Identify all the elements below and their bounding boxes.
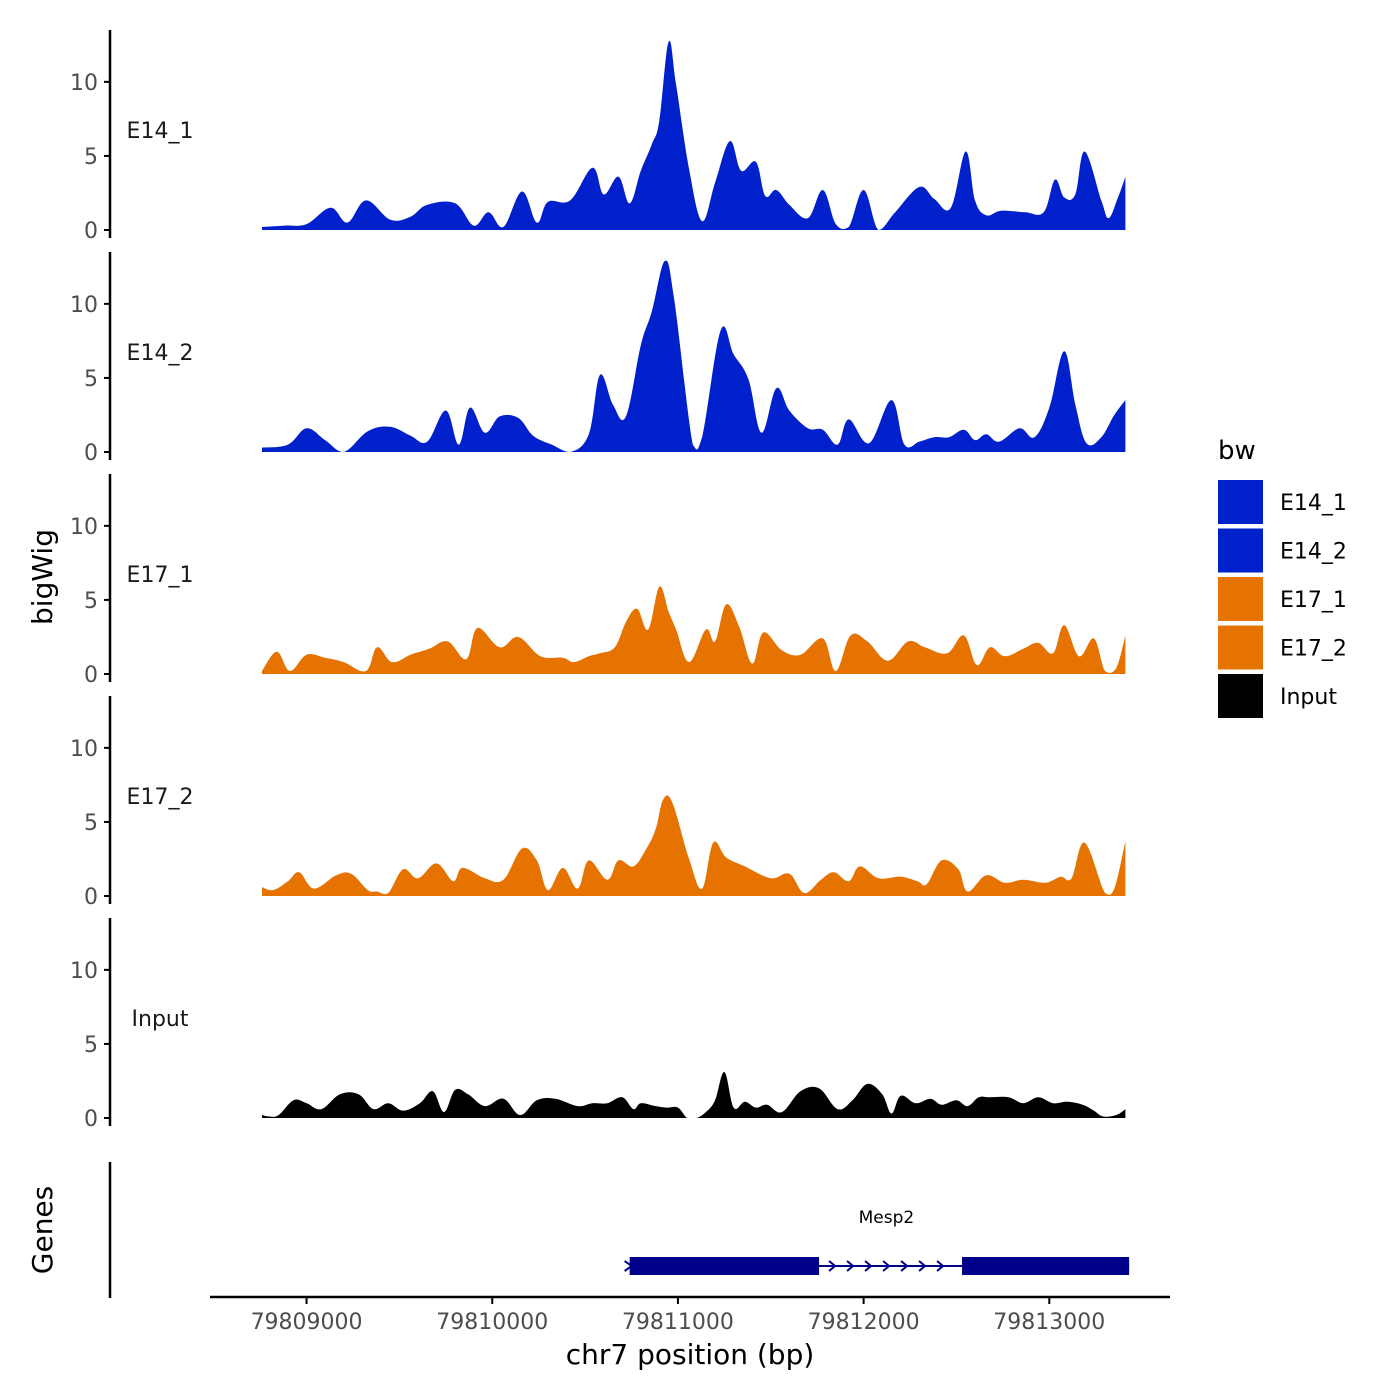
tracks-layer: 0 5 10 E14_1 0 5 10 E14_2 0 5 10 E17_1 0 5 10 E17_2 0 5 10… [70, 30, 1126, 1132]
legend-label: E14_2 [1280, 540, 1347, 565]
legend-swatch-input [1218, 674, 1263, 718]
legend-swatch-e14_1 [1218, 480, 1263, 524]
signal-area-e17_2 [262, 795, 1126, 896]
signal-area-e14_1 [262, 40, 1126, 231]
strand-chevron [846, 1260, 855, 1272]
x-tick-label: 79811000 [622, 1310, 734, 1335]
track-label: E14_1 [127, 119, 194, 144]
y-tick-label: 10 [70, 293, 98, 318]
x-tick-label: 79813000 [993, 1310, 1105, 1335]
track-label: E17_2 [127, 785, 194, 810]
track-panel-e14_2: 0 5 10 E14_2 [70, 252, 1126, 466]
legend-swatch-e14_2 [1218, 528, 1263, 573]
track-panel-e17_1: 0 5 10 E17_1 [70, 474, 1126, 688]
signal-area-input [262, 1072, 1126, 1118]
y-tick-label: 0 [84, 219, 98, 244]
strand-chevron [918, 1260, 927, 1272]
gene-exon [962, 1257, 1130, 1275]
y-tick-label: 0 [84, 441, 98, 466]
y-tick-label: 5 [84, 589, 98, 614]
y-tick-label: 5 [84, 145, 98, 170]
legend-label: E17_1 [1280, 588, 1347, 613]
track-label: E17_1 [127, 563, 194, 588]
track-panel-e14_1: 0 5 10 E14_1 [70, 30, 1126, 244]
y-tick-label: 0 [84, 663, 98, 688]
y-axis-title: bigWig [26, 529, 59, 625]
x-axis-title: chr7 position (bp) [566, 1338, 815, 1371]
y-tick-label: 5 [84, 811, 98, 836]
genes-track-label: Genes [26, 1186, 59, 1274]
track-label: Input [132, 1007, 189, 1032]
gene-exon [629, 1257, 820, 1275]
track-panel-input: 0 5 10 Input [70, 918, 1126, 1132]
legend-swatch-e17_1 [1218, 577, 1263, 621]
track-panel-e17_2: 0 5 10 E17_2 [70, 696, 1126, 910]
y-tick-label: 10 [70, 959, 98, 984]
strand-chevron [882, 1260, 891, 1272]
x-tick-label: 79809000 [251, 1310, 363, 1335]
y-tick-label: 0 [84, 885, 98, 910]
x-tick-label: 79812000 [808, 1310, 920, 1335]
y-tick-label: 10 [70, 515, 98, 540]
gene-name-label: Mesp2 [859, 1208, 915, 1228]
y-tick-label: 5 [84, 1033, 98, 1058]
genes-track: Genes Mesp2 [26, 1162, 1130, 1298]
y-tick-label: 10 [70, 737, 98, 762]
y-tick-label: 10 [70, 71, 98, 96]
strand-chevron [864, 1260, 873, 1272]
x-axis: 79809000 79810000 79811000 79812000 79813000 [210, 1295, 1170, 1335]
legend-label: E17_2 [1280, 637, 1347, 662]
track-label: E14_2 [127, 341, 194, 366]
legend-label: Input [1280, 685, 1337, 710]
gene-start-mark [624, 1260, 634, 1272]
y-tick-label: 0 [84, 1107, 98, 1132]
legend-label: E14_1 [1280, 491, 1347, 516]
strand-chevron [828, 1260, 837, 1272]
signal-area-e14_2 [262, 260, 1126, 452]
strand-chevron [936, 1260, 945, 1272]
strand-chevron [900, 1260, 909, 1272]
legend: bw E14_1 E14_2 E17_1 E17_2 Input [1218, 436, 1347, 718]
legend-swatch-e17_2 [1218, 625, 1263, 670]
x-tick-label: 79810000 [436, 1310, 548, 1335]
legend-title: bw [1218, 436, 1256, 466]
signal-area-e17_1 [262, 586, 1126, 674]
y-tick-label: 5 [84, 367, 98, 392]
